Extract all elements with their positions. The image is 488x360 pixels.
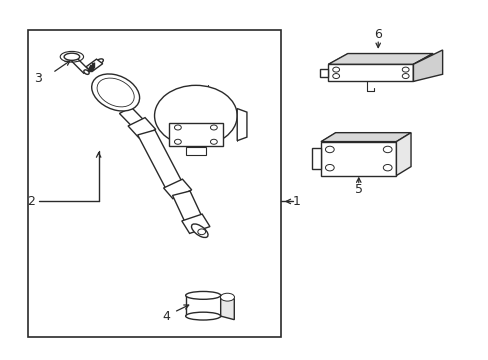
Polygon shape <box>237 109 246 141</box>
Bar <box>185 296 220 316</box>
Text: 4: 4 <box>163 310 170 323</box>
Polygon shape <box>119 107 143 126</box>
Circle shape <box>154 85 237 146</box>
Polygon shape <box>321 141 396 176</box>
Polygon shape <box>321 133 410 141</box>
Polygon shape <box>85 59 102 72</box>
Ellipse shape <box>185 312 220 320</box>
Bar <box>186 147 205 155</box>
Polygon shape <box>312 148 321 169</box>
Polygon shape <box>413 50 442 81</box>
Polygon shape <box>319 68 328 77</box>
Polygon shape <box>128 118 156 138</box>
Ellipse shape <box>220 293 234 301</box>
Ellipse shape <box>64 53 80 60</box>
Text: 3: 3 <box>34 72 41 85</box>
Text: 1: 1 <box>292 195 300 208</box>
Ellipse shape <box>92 74 139 111</box>
Polygon shape <box>182 214 209 233</box>
Polygon shape <box>172 191 202 221</box>
Polygon shape <box>163 179 191 199</box>
Polygon shape <box>138 130 182 188</box>
Text: 6: 6 <box>373 28 381 41</box>
Polygon shape <box>413 54 432 81</box>
Ellipse shape <box>191 224 207 238</box>
Polygon shape <box>396 133 410 176</box>
Text: 2: 2 <box>27 195 36 208</box>
Ellipse shape <box>185 292 220 299</box>
Bar <box>169 123 222 146</box>
Text: 5: 5 <box>354 183 362 196</box>
Ellipse shape <box>96 59 103 64</box>
Bar <box>28 30 281 337</box>
Polygon shape <box>220 296 234 320</box>
Polygon shape <box>71 58 89 73</box>
Polygon shape <box>328 64 413 81</box>
Ellipse shape <box>83 70 89 75</box>
Polygon shape <box>328 54 432 64</box>
